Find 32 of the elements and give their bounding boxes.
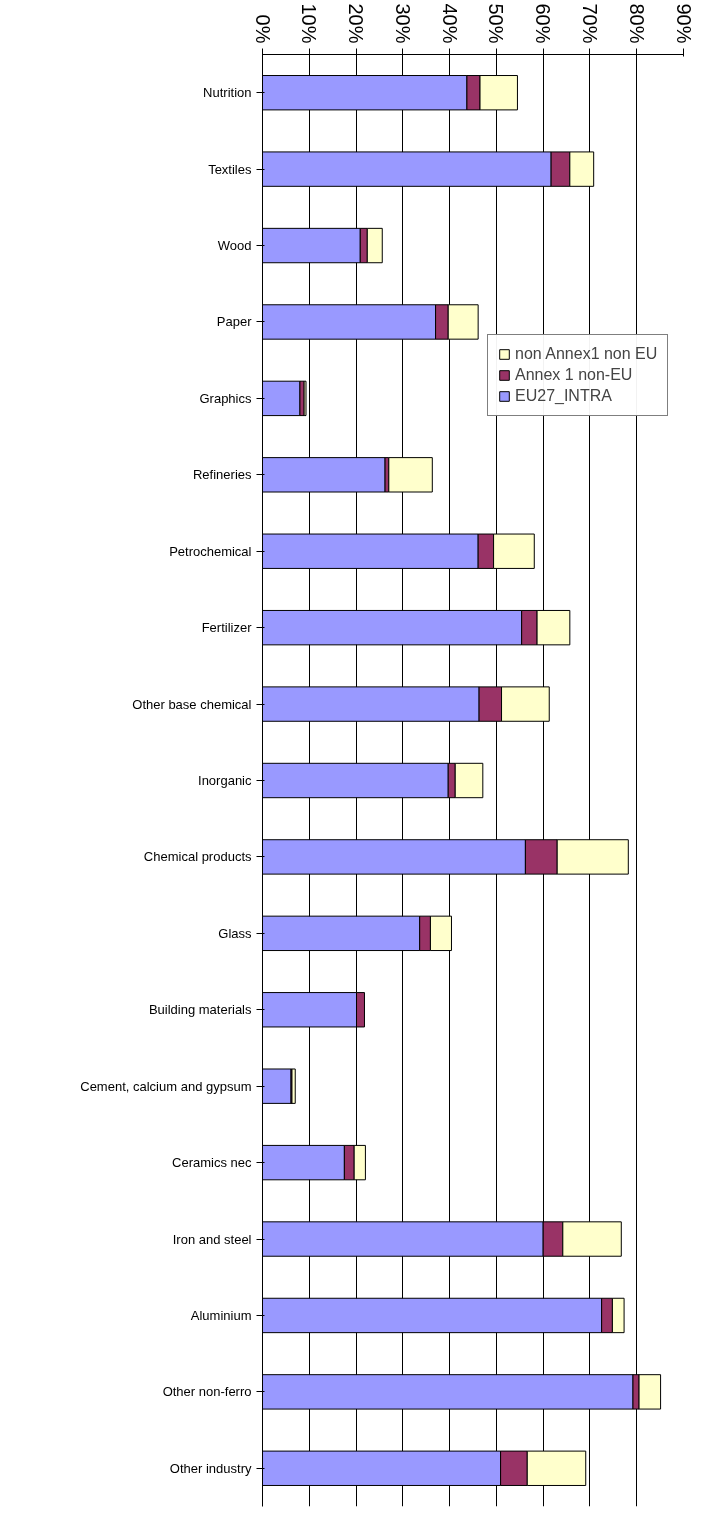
x-tick-label: 90% bbox=[672, 3, 695, 44]
x-tick-label: 10% bbox=[298, 3, 321, 44]
y-tick-label: Nutrition bbox=[203, 85, 252, 101]
y-tick-label: Aluminium bbox=[190, 1307, 252, 1323]
y-tick-label: Textiles bbox=[208, 161, 252, 177]
x-tick-label: 50% bbox=[485, 3, 508, 44]
y-tick-label: Cement, calcium and gypsum bbox=[80, 1078, 252, 1094]
y-tick-label: Inorganic bbox=[198, 773, 252, 788]
y-tick-label: Paper bbox=[216, 314, 253, 330]
y-tick-label: Refineries bbox=[192, 467, 252, 483]
y-tick-label: Building materials bbox=[148, 1002, 252, 1018]
x-tick-label: 40% bbox=[438, 3, 461, 44]
x-tick-label: 20% bbox=[345, 3, 368, 44]
y-tick-label: Other industry bbox=[169, 1460, 252, 1476]
y-tick-label: Wood bbox=[217, 238, 252, 254]
x-tick-label: 30% bbox=[391, 3, 414, 44]
x-tick-label: 70% bbox=[578, 3, 601, 44]
x-tick-label: 0% bbox=[251, 14, 274, 44]
legend-label: non Annex1 non EU bbox=[515, 345, 658, 363]
x-tick-label: 80% bbox=[625, 3, 648, 44]
x-tick-label: 60% bbox=[532, 3, 555, 44]
y-tick-label: Ceramics nec bbox=[172, 1155, 252, 1171]
y-tick-label: Other base chemical bbox=[132, 696, 252, 712]
y-tick-label: Petrochemical bbox=[169, 543, 252, 559]
y-tick-label: Fertilizer bbox=[201, 620, 253, 636]
y-tick-label: Graphics bbox=[199, 390, 252, 406]
legend-label: EU27_INTRA bbox=[515, 387, 612, 405]
y-tick-label: Chemical products bbox=[143, 849, 252, 865]
y-tick-label: Other non-ferro bbox=[162, 1384, 252, 1400]
legend-label: Annex 1 non-EU bbox=[515, 366, 633, 384]
y-tick-label: Glass bbox=[218, 925, 252, 941]
y-tick-label: Iron and steel bbox=[172, 1231, 252, 1247]
